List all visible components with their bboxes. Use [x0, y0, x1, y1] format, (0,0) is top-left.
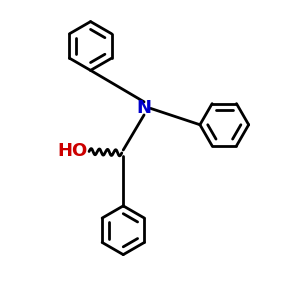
Text: N: N — [136, 99, 152, 117]
Text: HO: HO — [57, 142, 88, 160]
